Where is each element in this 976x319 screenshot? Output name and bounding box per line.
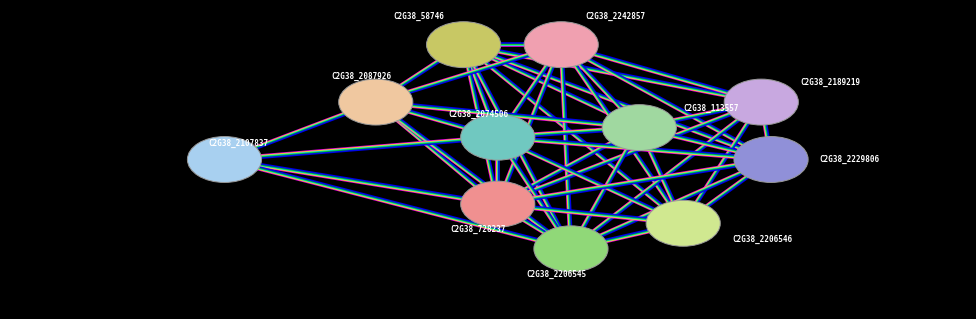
Ellipse shape bbox=[187, 137, 262, 182]
Text: C2G38_2242857: C2G38_2242857 bbox=[586, 11, 646, 20]
Text: C2G38_2206546: C2G38_2206546 bbox=[732, 235, 793, 244]
Ellipse shape bbox=[724, 79, 798, 125]
Text: C2G38_2074506: C2G38_2074506 bbox=[448, 110, 508, 119]
Ellipse shape bbox=[461, 181, 535, 227]
Ellipse shape bbox=[646, 200, 720, 246]
Ellipse shape bbox=[524, 22, 598, 68]
Ellipse shape bbox=[602, 105, 676, 151]
Text: C2G38_113557: C2G38_113557 bbox=[683, 104, 739, 113]
Ellipse shape bbox=[534, 226, 608, 272]
Ellipse shape bbox=[339, 79, 413, 125]
Text: C2G38_2189219: C2G38_2189219 bbox=[800, 78, 861, 87]
Text: C2G38_58746: C2G38_58746 bbox=[393, 11, 444, 20]
Ellipse shape bbox=[461, 114, 535, 160]
Text: C2G38_728237: C2G38_728237 bbox=[451, 225, 506, 234]
Ellipse shape bbox=[427, 22, 501, 68]
Text: C2G38_2107837: C2G38_2107837 bbox=[208, 139, 268, 148]
Text: C2G38_2206545: C2G38_2206545 bbox=[526, 270, 587, 279]
Ellipse shape bbox=[734, 137, 808, 182]
Text: C2G38_2087926: C2G38_2087926 bbox=[331, 72, 391, 81]
Text: C2G38_2229806: C2G38_2229806 bbox=[820, 155, 880, 164]
